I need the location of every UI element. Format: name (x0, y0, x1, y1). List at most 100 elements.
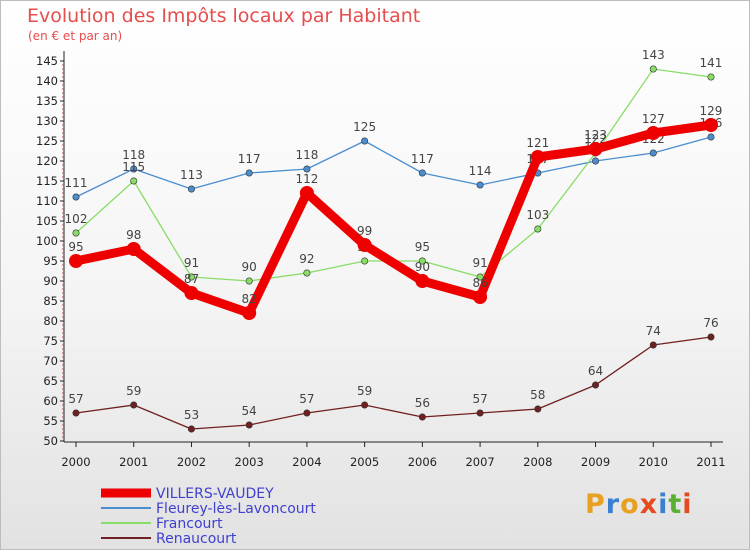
y-tick-label: 100 (36, 234, 58, 248)
data-label-francourt: 102 (65, 212, 88, 226)
data-point-renaucourt (130, 401, 138, 409)
data-label-francourt: 91 (472, 256, 487, 270)
data-label-fleurey-l-s-lavoncourt: 111 (65, 176, 88, 190)
y-tick-label: 85 (43, 294, 58, 308)
data-label-francourt: 95 (415, 240, 430, 254)
data-point-villers-vaudey (415, 274, 430, 288)
data-point-villers-vaudey (126, 242, 141, 256)
data-point-villers-vaudey (357, 238, 372, 252)
data-point-francourt (361, 257, 369, 265)
data-label-villers-vaudey: 87 (184, 272, 199, 286)
data-label-francourt: 91 (184, 256, 199, 270)
data-label-renaucourt: 57 (472, 392, 487, 406)
data-label-fleurey-l-s-lavoncourt: 118 (122, 148, 145, 162)
data-label-villers-vaudey: 123 (584, 128, 607, 142)
data-label-villers-vaudey: 90 (415, 260, 430, 274)
y-tick-label: 90 (43, 274, 58, 288)
data-point-villers-vaudey (242, 306, 257, 320)
data-label-renaucourt: 76 (703, 316, 718, 330)
y-tick-label: 145 (36, 54, 58, 68)
data-point-fleurey-l-s-lavoncourt (303, 165, 311, 173)
legend-label-francourt: Francourt (156, 516, 223, 532)
data-label-renaucourt: 59 (357, 384, 372, 398)
y-tick-label: 105 (36, 214, 58, 228)
legend-label-renaucourt: Renaucourt (156, 531, 237, 547)
y-tick-label: 110 (36, 194, 58, 208)
y-tick-label: 65 (43, 374, 58, 388)
data-point-villers-vaudey (184, 286, 199, 300)
data-point-renaucourt (534, 405, 542, 413)
data-label-francourt: 141 (700, 56, 723, 70)
x-tick-label: 2000 (61, 455, 90, 469)
series-line-villers-vaudey (71, 120, 716, 318)
y-tick-label: 130 (36, 114, 58, 128)
legend-label-fleurey-l-s-lavoncourt: Fleurey-lès-Lavoncourt (156, 501, 316, 517)
data-point-renaucourt (303, 409, 311, 417)
data-point-francourt (303, 269, 311, 277)
logo-letter: o (620, 489, 640, 520)
data-label-renaucourt: 64 (588, 364, 603, 378)
data-label-renaucourt: 54 (242, 404, 257, 418)
logo-letter: i (658, 489, 669, 520)
data-label-fleurey-l-s-lavoncourt: 125 (353, 120, 376, 134)
data-label-fleurey-l-s-lavoncourt: 114 (469, 164, 492, 178)
data-label-renaucourt: 53 (184, 408, 199, 422)
proxiti-logo: Proxiti (585, 489, 693, 520)
data-point-villers-vaudey (473, 290, 488, 304)
series-line-fleurey-l-s-lavoncourt (75, 136, 712, 198)
legend-label-villers-vaudey: VILLERS-VAUDEY (156, 486, 274, 502)
data-label-renaucourt: 59 (126, 384, 141, 398)
data-label-villers-vaudey: 129 (700, 104, 723, 118)
data-point-fleurey-l-s-lavoncourt (187, 185, 195, 193)
data-point-villers-vaudey (530, 150, 545, 164)
data-point-renaucourt (187, 425, 195, 433)
data-label-francourt: 115 (122, 160, 145, 174)
y-tick-label: 55 (43, 414, 58, 428)
y-tick-label: 115 (36, 174, 58, 188)
data-label-villers-vaudey: 121 (526, 136, 549, 150)
data-label-fleurey-l-s-lavoncourt: 117 (238, 152, 261, 166)
data-point-fleurey-l-s-lavoncourt (592, 157, 600, 165)
data-label-francourt: 90 (242, 260, 257, 274)
data-point-fleurey-l-s-lavoncourt (476, 181, 484, 189)
logo-letter: x (639, 489, 659, 520)
data-point-renaucourt (592, 381, 600, 389)
data-label-fleurey-l-s-lavoncourt: 117 (411, 152, 434, 166)
data-point-francourt (534, 225, 542, 233)
y-tick-label: 125 (36, 134, 58, 148)
x-tick-label: 2003 (235, 455, 264, 469)
y-tick-label: 50 (43, 434, 58, 448)
chart-subtitle: (en € et par an) (28, 29, 123, 43)
data-label-villers-vaudey: 98 (126, 228, 141, 242)
data-point-villers-vaudey (69, 254, 83, 268)
x-tick-label: 2009 (581, 455, 610, 469)
data-point-renaucourt (245, 421, 253, 429)
logo-letter: i (682, 489, 693, 520)
data-label-fleurey-l-s-lavoncourt: 118 (295, 148, 318, 162)
data-point-francourt (649, 65, 657, 73)
data-point-francourt (476, 273, 484, 281)
data-label-fleurey-l-s-lavoncourt: 113 (180, 168, 203, 182)
y-tick-label: 80 (43, 314, 58, 328)
data-point-villers-vaudey (646, 126, 661, 140)
logo-letter: t (668, 489, 683, 520)
data-label-francourt: 143 (642, 48, 665, 62)
data-label-francourt: 103 (526, 208, 549, 222)
y-tick-label: 75 (43, 334, 58, 348)
data-label-villers-vaudey: 99 (357, 224, 372, 238)
data-point-fleurey-l-s-lavoncourt (649, 149, 657, 157)
x-tick-label: 2005 (350, 455, 379, 469)
logo-letter: r (605, 489, 621, 520)
y-tick-label: 120 (36, 154, 58, 168)
series-line-renaucourt (75, 336, 712, 430)
data-point-francourt (245, 277, 253, 285)
x-tick-label: 2011 (696, 455, 725, 469)
data-point-francourt (72, 229, 80, 237)
data-point-fleurey-l-s-lavoncourt (245, 169, 253, 177)
data-point-fleurey-l-s-lavoncourt (72, 193, 80, 201)
data-label-villers-vaudey: 82 (242, 292, 257, 306)
data-point-renaucourt (707, 333, 715, 341)
x-tick-label: 2010 (639, 455, 668, 469)
x-tick-label: 2007 (465, 455, 494, 469)
